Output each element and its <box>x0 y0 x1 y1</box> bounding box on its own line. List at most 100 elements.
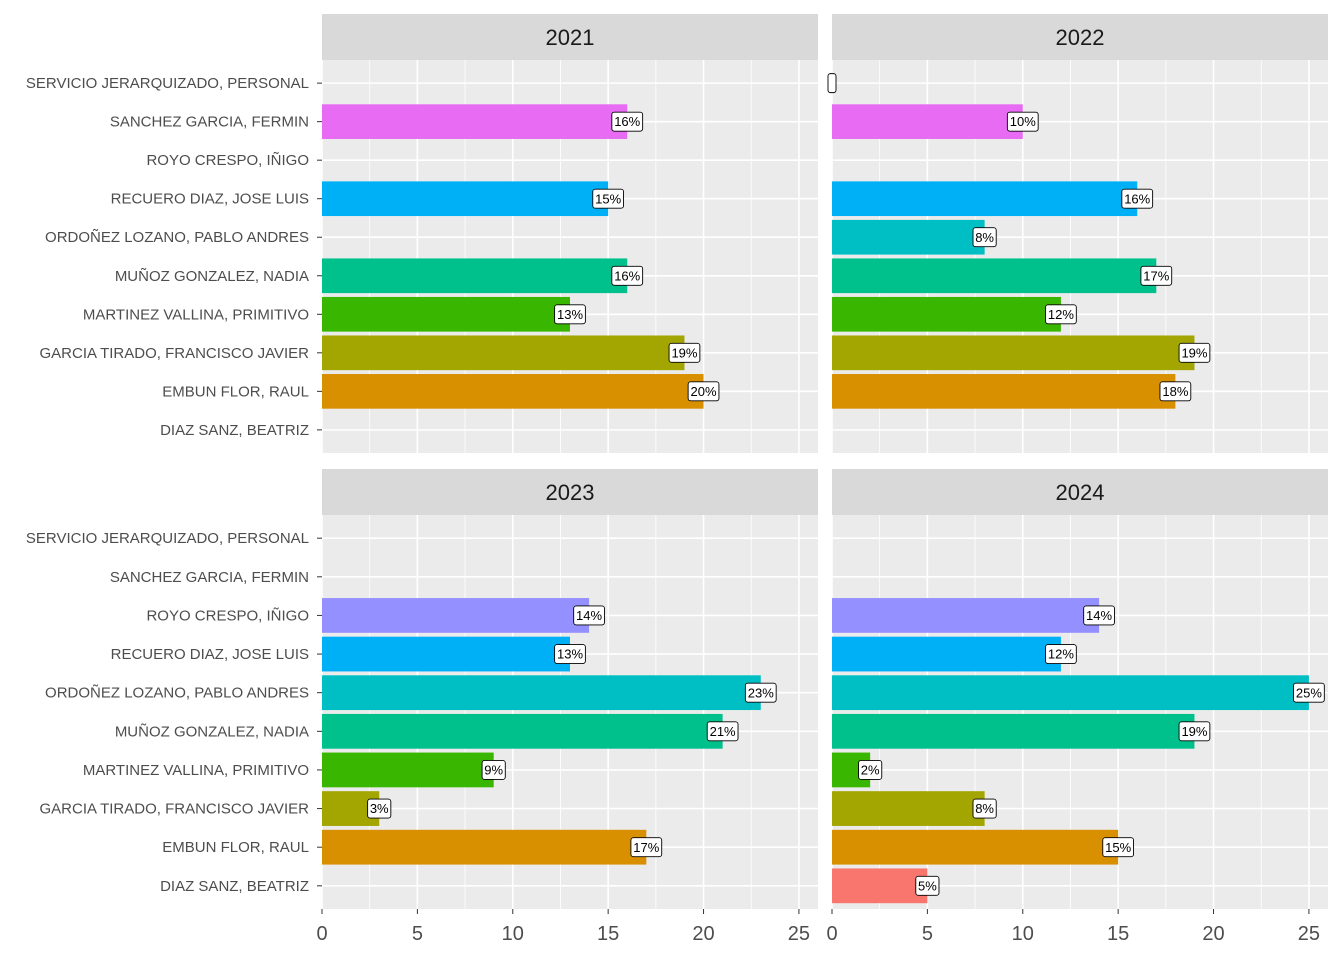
data-label: 20% <box>691 384 717 399</box>
data-label: 25% <box>1296 685 1322 700</box>
x-tick-label: 15 <box>1107 923 1129 945</box>
bar <box>832 335 1195 371</box>
y-tick-label: EMBUN FLOR, RAUL <box>162 839 309 856</box>
x-tick-label: 25 <box>788 923 810 945</box>
x-tick-label: 0 <box>826 923 837 945</box>
data-label: 21% <box>710 724 736 739</box>
data-label-box <box>1178 342 1211 363</box>
data-label: 10% <box>1010 114 1036 129</box>
bar <box>832 868 928 904</box>
data-label-box <box>1006 111 1039 132</box>
y-tick-label: RECUERO DIAZ, JOSE LUIS <box>111 191 309 208</box>
data-label-box <box>554 304 586 325</box>
y-tick-label: DIAZ SANZ, BEATRIZ <box>160 422 309 439</box>
data-label: 16% <box>614 268 640 283</box>
y-tick-label: MARTINEZ VALLINA, PRIMITIVO <box>83 306 309 323</box>
data-label: 19% <box>1181 345 1207 360</box>
x-tick-label: 10 <box>502 923 524 945</box>
data-label-box <box>972 798 997 819</box>
data-label: 2% <box>861 763 880 778</box>
x-tick-label: 5 <box>922 923 933 945</box>
bar <box>832 219 985 255</box>
bar <box>832 181 1138 217</box>
panel-2022: 2022 10% 16% 8% 17% 12% 19% 18% <box>827 14 1328 453</box>
data-label: 23% <box>748 685 774 700</box>
data-label: 17% <box>633 840 659 855</box>
data-label-box <box>1102 837 1135 858</box>
data-label: 16% <box>1124 191 1150 206</box>
data-label-box <box>611 265 644 286</box>
bar <box>322 181 609 217</box>
y-tick-label: ROYO CRESPO, IÑIGO <box>146 607 309 624</box>
panel-2024: 2024 14% 12% 25% 19% 2% 8% 15% 5% 0 5 10 15 20 25 <box>826 469 1328 945</box>
bar <box>322 374 704 409</box>
data-label-box <box>554 644 586 665</box>
data-label-box <box>1045 644 1077 665</box>
y-tick-label: MARTINEZ VALLINA, PRIMITIVO <box>83 762 309 779</box>
data-label-box <box>858 759 883 780</box>
bar <box>322 258 628 294</box>
bar <box>832 598 1100 633</box>
bar <box>832 374 1176 409</box>
data-label: 8% <box>975 230 994 245</box>
data-label-box <box>1083 605 1115 626</box>
data-label-box <box>972 227 997 248</box>
y-tick-label: ORDOÑEZ LOZANO, PABLO ANDRES <box>45 685 309 702</box>
data-label-box <box>1293 682 1325 703</box>
y-tick-label: GARCIA TIRADO, FRANCISCO JAVIER <box>40 345 310 362</box>
data-label: 18% <box>1162 384 1188 399</box>
facet-strip-label: 2024 <box>1056 480 1105 505</box>
data-label-box <box>1140 265 1173 286</box>
x-tick-label: 25 <box>1298 923 1320 945</box>
data-label-box <box>1121 188 1154 209</box>
bar <box>322 829 647 865</box>
panel-2021: 2021 16% 15% 16% 13% 19% 20% SERVICIO JERARQUIZ… <box>26 14 818 453</box>
facet-strip <box>832 14 1328 60</box>
data-label: 17% <box>1143 268 1169 283</box>
data-label: 13% <box>557 647 583 662</box>
data-label: 5% <box>918 878 937 893</box>
data-label-box <box>915 875 940 896</box>
data-label: 8% <box>975 801 994 816</box>
bar <box>832 791 985 826</box>
y-tick-label: SERVICIO JERARQUIZADO, PERSONAL <box>26 75 309 92</box>
data-label: 9% <box>484 763 503 778</box>
data-label: 14% <box>1086 608 1112 623</box>
x-tick-label: 0 <box>316 923 327 945</box>
data-label-box <box>827 73 837 94</box>
data-label: 14% <box>576 608 602 623</box>
data-label: 16% <box>614 114 640 129</box>
data-label-box <box>1159 381 1192 402</box>
bar <box>832 829 1119 865</box>
x-tick-label: 20 <box>692 923 714 945</box>
y-tick-label: ROYO CRESPO, IÑIGO <box>146 152 309 169</box>
data-label-box <box>592 188 625 209</box>
y-tick-label: MUÑOZ GONZALEZ, NADIA <box>115 723 309 740</box>
data-label-box <box>744 682 777 703</box>
data-label: 19% <box>1181 724 1207 739</box>
data-label-box <box>687 381 720 402</box>
data-label: 15% <box>595 191 621 206</box>
data-label-box <box>630 837 663 858</box>
data-label: 12% <box>1048 307 1074 322</box>
data-label-box <box>481 759 506 780</box>
data-label-box <box>611 111 644 132</box>
x-tick-label: 20 <box>1202 923 1224 945</box>
x-tick-label: 15 <box>597 923 619 945</box>
x-tick-label: 10 <box>1012 923 1034 945</box>
bar <box>832 636 1061 672</box>
bar <box>832 258 1157 294</box>
y-tick-label: GARCIA TIRADO, FRANCISCO JAVIER <box>40 801 310 818</box>
y-tick-label: SANCHEZ GARCIA, FERMIN <box>110 114 309 131</box>
data-label-box <box>573 605 605 626</box>
y-tick-label: DIAZ SANZ, BEATRIZ <box>160 878 309 895</box>
data-label-box <box>706 721 739 742</box>
facet-strip-label: 2022 <box>1056 25 1105 50</box>
bar <box>322 335 685 371</box>
bar <box>832 713 1195 749</box>
bar <box>322 752 494 788</box>
data-label: 19% <box>671 345 697 360</box>
x-tick-label: 5 <box>412 923 423 945</box>
bar <box>322 675 761 711</box>
bar <box>322 296 570 332</box>
